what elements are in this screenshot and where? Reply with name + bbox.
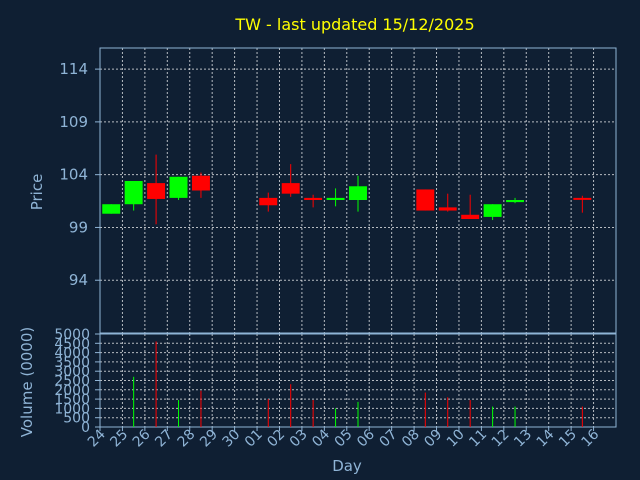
candle-body [191,175,210,191]
candle [124,181,143,211]
candle-body [326,197,345,200]
volume-tick-label: 4000 [54,346,90,362]
candle [147,154,166,225]
price-tick-labels: 94 99 104 109 114 [59,60,100,289]
candle-body [259,197,278,206]
candle [573,195,592,213]
candle-body [124,181,143,205]
x-tick-label: 01 [242,427,266,451]
candle-body [281,183,300,194]
candle [416,189,435,211]
candle-body [147,183,166,199]
volume-tick-label: 5000 [54,327,90,343]
x-tick-label: 13 [511,427,535,451]
candle-body [438,207,457,211]
candle [191,172,210,198]
x-tick-label: 07 [377,427,401,451]
volume-tick-label: 1000 [54,401,90,417]
x-tick-label: 28 [175,427,199,451]
price-grid [100,48,616,333]
candle-body [461,214,480,219]
x-tick-label: 09 [421,427,445,451]
volume-tick-label: 2500 [54,374,90,390]
candle [483,204,502,221]
price-tick-label: 109 [59,113,88,131]
x-tick-label: 03 [287,427,311,451]
x-tick-label: 04 [309,426,333,450]
x-tick-label: 14 [534,426,558,450]
price-panel-frame [99,47,617,334]
volume-tick-label: 0 [81,420,90,436]
candle [461,194,480,219]
x-tick-label: 27 [152,427,176,451]
volume-tick-label: 3500 [54,355,90,371]
candle-body [102,204,121,214]
candle-body [304,197,323,200]
volume-tick-label: 4500 [54,336,90,352]
price-tick-label: 94 [69,271,88,289]
x-tick-label: 29 [197,427,221,451]
candle [506,197,525,204]
candle [438,193,457,212]
candle-body [506,200,525,203]
candles [102,154,592,225]
candle [349,175,367,212]
x-tick-label: 10 [444,427,468,451]
price-axis-label: Price [28,174,46,211]
volume-bars [133,341,583,427]
candle [102,204,121,214]
x-tick-label: 08 [399,427,423,451]
candle [304,194,323,208]
x-tick-label: 02 [264,427,288,451]
volume-axis-label: Volume (0000) [18,327,36,437]
chart-title: TW - last updated 15/12/2025 [234,15,474,34]
candle [169,176,188,200]
x-tick-label: 30 [220,427,244,451]
x-axis-label: Day [332,457,362,475]
price-tick-label: 104 [59,166,88,184]
volume-tick-label: 3000 [54,364,90,380]
candle [259,192,278,212]
volume-tick-label: 1500 [54,392,90,408]
x-tick-label: 16 [578,426,602,450]
price-tick-label: 99 [69,218,88,236]
price-tick-label: 114 [59,60,88,78]
x-tick-label: 12 [489,427,513,451]
candle-body [169,176,188,198]
candle [326,188,345,207]
candle [281,164,300,197]
x-tick-labels: 2425262728293001020304050607080910111213… [85,426,603,450]
x-tick-label: 11 [466,427,490,451]
x-tick-label: 26 [130,426,154,450]
candle-body [349,186,367,200]
x-tick-label: 25 [107,427,131,451]
candle-body [573,197,592,200]
candle-body [483,204,502,217]
volume-tick-label: 2000 [54,383,90,399]
x-tick-label: 06 [354,426,378,450]
x-tick-label: 15 [556,427,580,451]
volume-tick-label: 500 [63,411,90,427]
candle-body [416,189,435,211]
x-tick-label: 05 [332,427,356,451]
